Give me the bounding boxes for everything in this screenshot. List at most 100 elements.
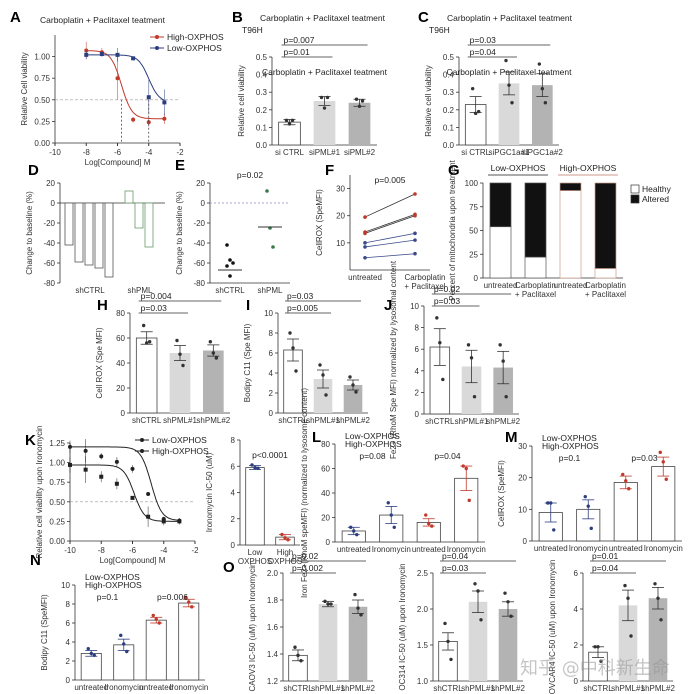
y-axis-label: Bodipy C11 (Spe MFI) bbox=[243, 323, 252, 402]
x-tick-label: Ironomycin bbox=[447, 545, 486, 554]
data-point bbox=[503, 591, 507, 595]
y-tick-label: 1.8 bbox=[267, 596, 279, 605]
y-tick-label: 0 bbox=[269, 409, 274, 418]
data-point bbox=[115, 52, 120, 57]
data-point bbox=[363, 241, 367, 245]
legend-low-oxphos: Low-OXPHOS bbox=[85, 572, 140, 582]
waterfall-bar bbox=[64, 202, 74, 246]
y-tick-label: 0.2 bbox=[256, 106, 268, 115]
data-point bbox=[131, 56, 136, 61]
y-tick-label: 0.75 bbox=[49, 478, 65, 487]
y-tick-label: 8 bbox=[66, 600, 71, 609]
data-point bbox=[178, 352, 182, 356]
data-point bbox=[354, 97, 359, 101]
y-tick-label: 20 bbox=[336, 212, 345, 221]
chart-title: Carboplatin + Paclitaxel teatment bbox=[260, 13, 386, 23]
data-point bbox=[359, 613, 363, 617]
y-axis-label: Fe2+ (RhoM Spe MFI) normalized by lysoso… bbox=[389, 260, 398, 459]
group-label: High-OXPHOS bbox=[560, 163, 617, 173]
y-tick-label: 0 bbox=[121, 409, 126, 418]
y-tick-label: 20 bbox=[196, 179, 205, 188]
data-point bbox=[653, 582, 657, 586]
data-point bbox=[504, 58, 508, 63]
y-tick-label: 80 bbox=[116, 309, 125, 318]
panel-label-N: N bbox=[30, 552, 41, 569]
bar bbox=[651, 466, 676, 542]
data-point bbox=[177, 519, 182, 524]
legend-label: High-OXPHOS bbox=[167, 32, 224, 42]
data-point bbox=[115, 76, 120, 81]
x-tick-label: -2 bbox=[176, 148, 184, 157]
data-point bbox=[325, 95, 330, 100]
data-point bbox=[427, 521, 431, 526]
data-point bbox=[461, 464, 465, 468]
x-tick-label: shPML#2 bbox=[336, 416, 370, 425]
data-point bbox=[354, 390, 358, 394]
data-point bbox=[146, 95, 151, 100]
data-point bbox=[353, 592, 357, 597]
data-point bbox=[413, 251, 417, 256]
x-tick-label: + Paclitaxel bbox=[585, 290, 626, 299]
x-tick-label: Carboplatin bbox=[585, 281, 626, 290]
y-tick-label: -60 bbox=[193, 259, 205, 268]
y-tick-label: 2 bbox=[231, 515, 236, 524]
data-point bbox=[146, 514, 151, 519]
legend-high-oxphos: High-OXPHOS bbox=[85, 580, 142, 590]
x-tick-label: shPML bbox=[128, 286, 153, 295]
data-point bbox=[627, 487, 631, 491]
data-point bbox=[464, 466, 468, 471]
data-point bbox=[659, 618, 663, 622]
data-point bbox=[449, 657, 453, 662]
y-tick-label: 2 bbox=[66, 657, 71, 666]
data-point bbox=[265, 189, 269, 193]
data-point bbox=[283, 536, 287, 540]
data-point bbox=[348, 375, 352, 379]
x-tick-label: si CTRL bbox=[461, 148, 490, 157]
paired-line bbox=[364, 239, 416, 248]
panel-label-I: I bbox=[246, 297, 250, 314]
y-tick-label: 0.25 bbox=[34, 117, 50, 126]
y-tick-label: 0.5 bbox=[443, 53, 455, 62]
panel-label-O: O bbox=[223, 559, 235, 576]
data-point bbox=[656, 596, 660, 600]
y-tick-label: 1.5 bbox=[417, 641, 429, 650]
data-point bbox=[479, 618, 483, 622]
bar bbox=[348, 102, 371, 145]
y-tick-label: 0 bbox=[574, 677, 579, 686]
y-tick-label: 0 bbox=[231, 541, 236, 550]
data-point bbox=[476, 109, 481, 114]
data-point bbox=[360, 99, 365, 103]
legend-marker bbox=[140, 449, 144, 453]
x-tick-label: shPML#1 bbox=[461, 684, 495, 693]
y-tick-label: 0.2 bbox=[443, 106, 455, 115]
data-point bbox=[144, 341, 149, 345]
y-axis-label: Iron Fe2+(RhoM speMFI) (normalized to ly… bbox=[300, 388, 309, 598]
data-point bbox=[472, 395, 477, 399]
x-tick-label: shCTRL bbox=[132, 416, 162, 425]
data-point bbox=[355, 532, 359, 537]
bar bbox=[493, 367, 513, 414]
bar bbox=[498, 83, 520, 145]
x-tick-label: untreated bbox=[412, 545, 446, 554]
y-tick-label: 30 bbox=[336, 185, 345, 194]
y-axis-label: Percent of mitochondria upon treatment bbox=[448, 159, 457, 300]
x-tick-label: -4 bbox=[160, 546, 168, 555]
data-point bbox=[293, 645, 297, 649]
x-tick-label: shCTRL bbox=[75, 286, 105, 295]
bar bbox=[313, 379, 333, 413]
p-value: p=0.03 bbox=[631, 453, 658, 463]
data-point bbox=[624, 479, 628, 483]
data-point bbox=[664, 477, 668, 481]
data-point bbox=[552, 528, 556, 532]
data-point bbox=[161, 519, 166, 524]
panel-label-D: D bbox=[28, 162, 39, 179]
y-tick-label: 75 bbox=[469, 203, 478, 212]
data-point bbox=[162, 116, 167, 121]
y-tick-label: -60 bbox=[43, 259, 55, 268]
x-tick-label: shPML#1 bbox=[611, 684, 645, 693]
data-point bbox=[175, 338, 179, 343]
x-tick-label: shCTRL bbox=[215, 286, 245, 295]
p-value: p=0.006 bbox=[157, 592, 188, 602]
x-tick-label: siPGC1a#1 bbox=[489, 148, 530, 157]
data-point bbox=[446, 639, 450, 644]
